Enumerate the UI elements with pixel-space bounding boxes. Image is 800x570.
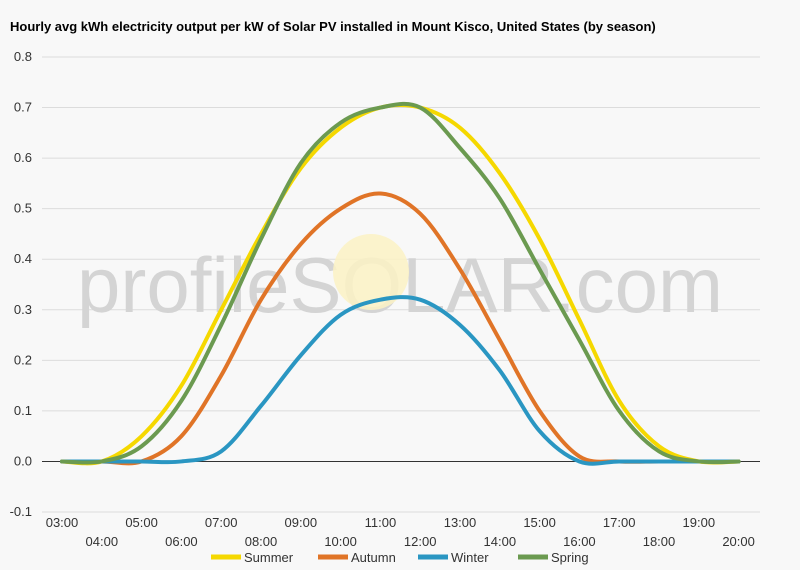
x-axis-ticks: 03:00 04:00 05:00 06:00 07:00 08:00 09:00 10:00… xyxy=(46,515,755,549)
legend-label: Autumn xyxy=(351,550,396,565)
x-tick-label: 18:00 xyxy=(643,534,676,549)
x-tick-label: 20:00 xyxy=(722,534,755,549)
legend-label: Spring xyxy=(551,550,589,565)
legend: Summer Autumn Winter Spring xyxy=(211,550,589,565)
y-tick-label: 0.3 xyxy=(14,302,32,317)
x-tick-label: 14:00 xyxy=(484,534,517,549)
y-tick-label: 0.1 xyxy=(14,403,32,418)
x-tick-label: 11:00 xyxy=(365,515,397,530)
series-lines xyxy=(60,101,741,466)
x-tick-label: 04:00 xyxy=(86,534,119,549)
x-tick-label: 10:00 xyxy=(324,534,357,549)
y-tick-label: 0.0 xyxy=(14,453,32,468)
legend-label: Winter xyxy=(451,550,489,565)
x-tick-label: 09:00 xyxy=(285,515,318,530)
y-tick-label: 0.2 xyxy=(14,352,32,367)
x-tick-label: 17:00 xyxy=(603,515,636,530)
x-tick-label: 19:00 xyxy=(683,515,716,530)
y-tick-label: 0.4 xyxy=(14,251,32,266)
y-tick-label: 0.8 xyxy=(14,49,32,64)
x-tick-label: 08:00 xyxy=(245,534,278,549)
x-tick-label: 16:00 xyxy=(563,534,596,549)
x-tick-label: 13:00 xyxy=(444,515,477,530)
y-tick-label: 0.5 xyxy=(14,201,32,216)
x-tick-label: 07:00 xyxy=(205,515,238,530)
x-tick-label: 03:00 xyxy=(46,515,79,530)
y-tick-label: -0.1 xyxy=(10,504,32,519)
series-line-winter xyxy=(60,295,741,466)
y-tick-label: 0.7 xyxy=(14,100,32,115)
grid-lines xyxy=(42,56,760,513)
chart-title: Hourly avg kWh electricity output per kW… xyxy=(10,19,656,34)
watermark-sun-icon xyxy=(333,234,409,310)
legend-label: Summer xyxy=(244,550,294,565)
x-tick-label: 12:00 xyxy=(404,534,437,549)
y-axis-ticks: -0.1 0.0 0.1 0.2 0.3 0.4 0.5 0.6 0.7 0.8 xyxy=(10,49,32,519)
series-line-spring xyxy=(60,101,741,465)
y-tick-label: 0.6 xyxy=(14,150,32,165)
x-tick-label: 15:00 xyxy=(523,515,556,530)
x-tick-label: 05:00 xyxy=(125,515,158,530)
x-tick-label: 06:00 xyxy=(165,534,198,549)
